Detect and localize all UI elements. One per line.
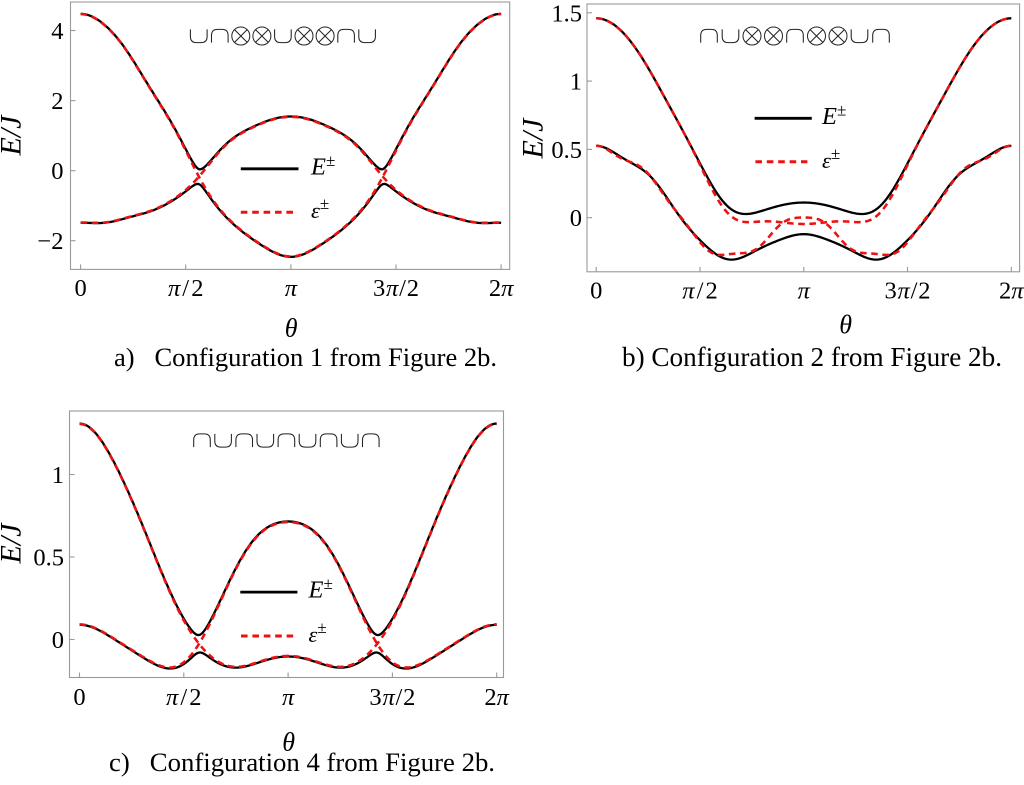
- svg-text:3π/2: 3π/2: [885, 278, 931, 305]
- svg-text:π/2: π/2: [168, 275, 204, 302]
- svg-text:E/J: E/J: [0, 522, 28, 565]
- svg-text:1: 1: [52, 462, 64, 489]
- svg-text:π/2: π/2: [166, 684, 202, 711]
- svg-text:2π: 2π: [489, 275, 514, 302]
- svg-text:0.5: 0.5: [33, 545, 64, 572]
- svg-text:0.5: 0.5: [551, 137, 582, 164]
- svg-text:b) Configuration 2 from Figure: b) Configuration 2 from Figure 2b.: [622, 342, 1002, 372]
- svg-text:E/J: E/J: [0, 114, 28, 157]
- svg-text:a) Configuration 1 from Figu: a) Configuration 1 from Figure 2b.: [114, 342, 497, 372]
- svg-text:−2: −2: [37, 228, 63, 255]
- svg-text:0: 0: [73, 684, 85, 711]
- svg-text:1.5: 1.5: [551, 0, 582, 27]
- svg-text:0: 0: [74, 275, 86, 302]
- svg-text:π: π: [798, 278, 811, 305]
- svg-text:c) Configuration 4 from Figu: c) Configuration 4 from Figure 2b.: [109, 747, 495, 777]
- svg-text:0: 0: [52, 627, 64, 654]
- svg-text:2: 2: [51, 88, 63, 115]
- svg-text:π/2: π/2: [682, 278, 718, 305]
- svg-text:θ: θ: [285, 314, 298, 343]
- svg-text:3π/2: 3π/2: [373, 275, 419, 302]
- svg-text:π: π: [285, 275, 298, 302]
- svg-text:0: 0: [570, 205, 582, 232]
- svg-text:θ: θ: [282, 728, 295, 757]
- svg-text:3π/2: 3π/2: [369, 684, 415, 711]
- svg-text:π: π: [282, 684, 295, 711]
- svg-text:2π: 2π: [999, 278, 1024, 305]
- svg-text:θ: θ: [839, 310, 852, 339]
- svg-text:0: 0: [590, 278, 602, 305]
- svg-text:E/J: E/J: [516, 117, 549, 160]
- svg-text:2π: 2π: [484, 684, 509, 711]
- svg-text:0: 0: [51, 158, 63, 185]
- svg-text:4: 4: [51, 18, 63, 45]
- svg-text:1: 1: [570, 69, 582, 96]
